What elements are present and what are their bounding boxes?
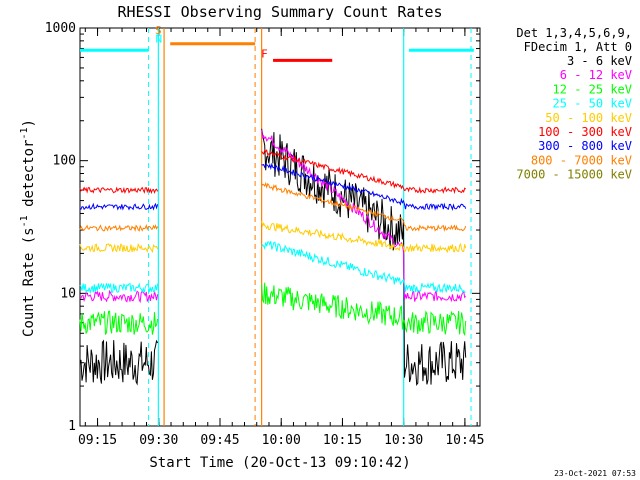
legend: Det 1,3,4,5,6,9, FDecim 1, Att 0 3 - 6 k… <box>516 26 632 182</box>
y-axis-label-sup: -1 <box>19 127 30 139</box>
legend-item-label: 300 - 800 keV <box>538 139 632 153</box>
x-tick-label: 10:45 <box>445 433 484 448</box>
series-line-post <box>261 181 467 232</box>
y-axis-label-sup: -1 <box>19 215 30 227</box>
series-line-pre <box>79 223 159 233</box>
series-line-post <box>261 128 467 386</box>
y-tick-label: 10 <box>60 286 76 301</box>
legend-item-label: 100 - 300 keV <box>538 125 632 139</box>
marker-label: F <box>261 47 268 60</box>
series-line-pre <box>79 186 159 195</box>
series-line-pre <box>79 289 159 304</box>
series-line-pre <box>79 310 159 335</box>
y-tick-label: 100 <box>53 154 76 169</box>
x-tick-label: 09:45 <box>200 433 239 448</box>
marker-label: N <box>155 32 162 45</box>
series-line-post <box>261 282 467 337</box>
series-line-pre <box>79 202 159 211</box>
series-line-post <box>261 162 467 211</box>
footer-timestamp: 23-Oct-2021 07:53 <box>554 469 636 478</box>
x-axis: 09:15 09:30 09:45 10:00 10:15 10:30 10:45 <box>78 28 484 448</box>
marker-label: S <box>155 24 162 37</box>
x-tick-label: 09:30 <box>139 433 178 448</box>
series-layer <box>79 128 467 386</box>
legend-item-label: 6 - 12 keV <box>560 68 632 82</box>
legend-header-line: FDecim 1, Att 0 <box>524 40 632 54</box>
x-tick-label: 10:15 <box>323 433 362 448</box>
plot-frame <box>79 27 481 427</box>
legend-item-label: 50 - 100 keV <box>545 111 632 125</box>
legend-item-label: 25 - 50 keV <box>553 97 632 111</box>
legend-header-line: Det 1,3,4,5,6,9, <box>516 26 632 40</box>
y-axis-label-part: ) <box>21 119 37 127</box>
legend-item-label: 7000 - 15000 keV <box>516 168 632 182</box>
legend-item-label: 12 - 25 keV <box>553 82 632 96</box>
x-tick-label: 10:00 <box>262 433 301 448</box>
x-axis-label: Start Time (20-Oct-13 09:10:42) <box>149 455 410 471</box>
y-tick-label: 1 <box>68 419 76 434</box>
y-axis-label: Count Rate (s-1 detector-1) <box>19 119 37 337</box>
y-tick-label: 1000 <box>45 21 76 36</box>
y-axis-label-part: Count Rate (s <box>21 227 37 337</box>
series-line-post <box>261 241 466 294</box>
legend-item-label: 800 - 7000 keV <box>531 153 632 167</box>
chart-title: RHESSI Observing Summary Count Rates <box>117 3 442 21</box>
y-axis-label-part: detector <box>21 140 37 216</box>
x-tick-label: 09:15 <box>78 433 117 448</box>
series-line-pre <box>79 243 159 254</box>
series-line-pre <box>79 282 159 295</box>
x-tick-label: 10:30 <box>384 433 423 448</box>
series-line-post <box>261 220 467 254</box>
legend-item-label: 3 - 6 keV <box>567 54 632 68</box>
series-line-pre <box>79 339 159 386</box>
series-line-post <box>261 149 467 195</box>
plot-area <box>79 27 481 427</box>
